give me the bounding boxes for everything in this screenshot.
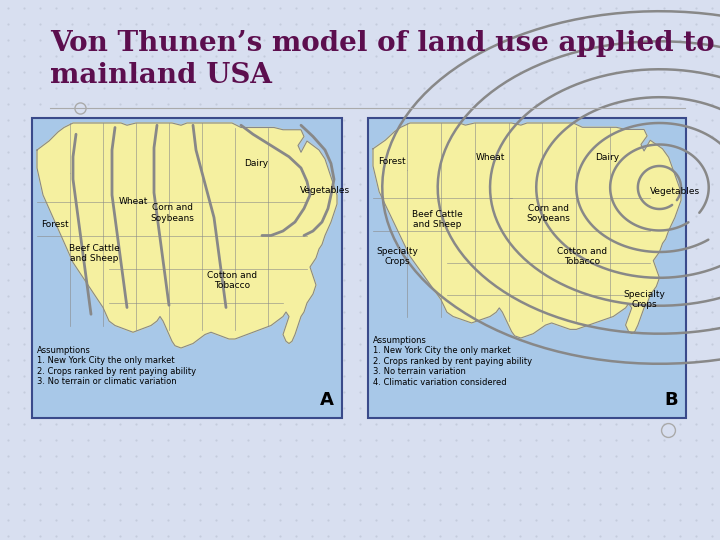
Text: Vegetables: Vegetables xyxy=(300,186,350,195)
Text: mainland USA: mainland USA xyxy=(50,62,272,89)
Text: B: B xyxy=(664,391,678,409)
Text: Assumptions
1. New York City the only market
2. Crops ranked by rent paying abil: Assumptions 1. New York City the only ma… xyxy=(373,336,532,387)
Text: Wheat: Wheat xyxy=(118,197,148,206)
Text: Assumptions
1. New York City the only market
2. Crops ranked by rent paying abil: Assumptions 1. New York City the only ma… xyxy=(37,346,196,386)
Text: Cotton and
Tobacco: Cotton and Tobacco xyxy=(207,271,257,290)
Text: Beef Cattle
and Sheep: Beef Cattle and Sheep xyxy=(413,210,463,230)
Text: Beef Cattle
and Sheep: Beef Cattle and Sheep xyxy=(68,244,120,263)
Text: Corn and
Soybeans: Corn and Soybeans xyxy=(150,203,194,222)
Text: Vegetables: Vegetables xyxy=(649,187,700,197)
Text: Corn and
Soybeans: Corn and Soybeans xyxy=(526,204,570,223)
Text: Specialty
Crops: Specialty Crops xyxy=(623,289,665,309)
Bar xyxy=(368,118,686,418)
Text: Dairy: Dairy xyxy=(244,159,268,168)
Text: Forest: Forest xyxy=(41,220,69,229)
Text: A: A xyxy=(320,391,334,409)
Text: Cotton and
Tobacco: Cotton and Tobacco xyxy=(557,247,608,266)
Text: Forest: Forest xyxy=(378,157,405,166)
Polygon shape xyxy=(37,123,337,348)
Polygon shape xyxy=(373,123,681,338)
Text: Dairy: Dairy xyxy=(595,153,619,162)
Bar xyxy=(32,118,342,418)
Text: Wheat: Wheat xyxy=(475,153,505,162)
Text: Von Thunen’s model of land use applied to: Von Thunen’s model of land use applied t… xyxy=(50,30,715,57)
Text: Specialty
Crops: Specialty Crops xyxy=(377,247,418,266)
